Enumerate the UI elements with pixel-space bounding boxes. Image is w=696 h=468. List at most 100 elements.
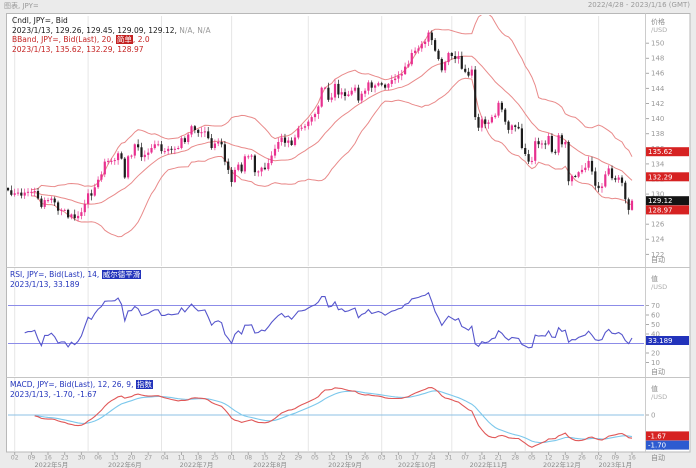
axis-tick-label: 122 [651,251,664,259]
week-tick-label: 27 [144,455,152,462]
candle-body [73,214,76,219]
price-badge-129.12: 129.12 [646,196,689,206]
week-tick-label: 23 [61,455,69,462]
candle-body [290,140,293,145]
candle-body [77,215,80,219]
badge-value: -1.70 [648,442,666,450]
candle-body [297,128,300,138]
candle-body [153,144,156,149]
candle-body [444,62,447,71]
candle-body [173,148,176,150]
candle-body [26,191,30,193]
candle-body [20,192,23,196]
candle-body [537,141,540,145]
candle-body [100,174,103,180]
candle-body [497,102,500,116]
week-tick-label: 19 [561,455,569,462]
candle-body [624,182,627,200]
candle-body [550,136,553,152]
week-tick-label: 21 [495,455,503,462]
candle-body [217,142,220,144]
candle-body [547,136,550,145]
axis-unit: /USD [651,283,667,291]
badge-value: 128.97 [648,206,673,214]
candle-body [220,142,223,145]
candle-body [57,202,60,211]
axis-tick-label: 130 [651,191,664,199]
candle-body [350,90,353,95]
candle-body [107,160,110,162]
candle-body [470,69,473,76]
candle-body [140,147,143,158]
axis-tick-label: 134 [651,160,665,168]
chart-frame [6,13,691,453]
week-tick-label: 14 [478,455,486,462]
candle-body [574,176,577,177]
candle-body [123,158,126,178]
candle-body [424,41,427,44]
week-tick-label: 26 [578,455,586,462]
candle-body [263,167,266,170]
candle-body [67,209,70,218]
candle-body [207,131,210,139]
badge-bg [646,172,689,182]
candle-body [300,127,303,129]
candle-body [247,156,250,158]
week-tick-label: 30 [78,455,86,462]
axis-unit: /USD [651,393,667,401]
week-tick-label: 06 [94,455,102,462]
badge-value: -1.67 [648,432,666,440]
candle-body [287,140,290,143]
candle-body [594,171,597,186]
candle-body [487,122,490,124]
candle-body [240,164,243,172]
candlestick-series[interactable] [7,30,634,222]
candle-body [457,56,460,59]
candle-body [420,43,423,49]
candle-body [480,119,483,128]
candle-body [564,142,567,145]
candle-body [474,69,477,118]
candle-body [16,192,20,194]
candle-body [617,177,620,180]
axis-tick-label: 142 [651,100,664,108]
axis-title: 值 [651,384,658,393]
candle-body [530,160,533,162]
candle-body [80,212,83,216]
candle-body [364,90,367,94]
week-tick-label: 05 [528,455,536,462]
candle-body [323,87,327,89]
candle-body [227,161,230,170]
candle-body [167,148,170,152]
month-label: 2022年5月 [35,460,69,468]
candle-body [394,78,397,81]
candle-body [137,144,140,148]
candle-body [87,193,90,204]
candle-body [127,156,130,178]
candle-body [610,168,614,179]
candle-body [280,137,283,142]
week-tick-label: 25 [211,455,219,462]
axis-tick-label: 0 [651,411,655,419]
candle-body [237,164,240,170]
candle-body [210,138,213,148]
candle-body [460,56,463,69]
candle-body [477,117,480,128]
badge-bg [646,205,689,215]
week-tick-label: 22 [278,455,286,462]
candle-body [197,129,200,133]
candle-body [117,153,120,161]
candle-body [170,148,173,150]
price-badge-135.62: 135.62 [646,147,689,157]
week-tick-label: 04 [161,455,169,462]
candle-body [50,198,53,201]
candle-body [450,53,453,56]
candle-body [384,84,387,88]
candle-body [614,178,617,180]
week-tick-label: 07 [461,455,469,462]
candle-body [357,87,360,101]
candle-body [570,176,574,182]
rsi-panel-plot [8,291,644,349]
